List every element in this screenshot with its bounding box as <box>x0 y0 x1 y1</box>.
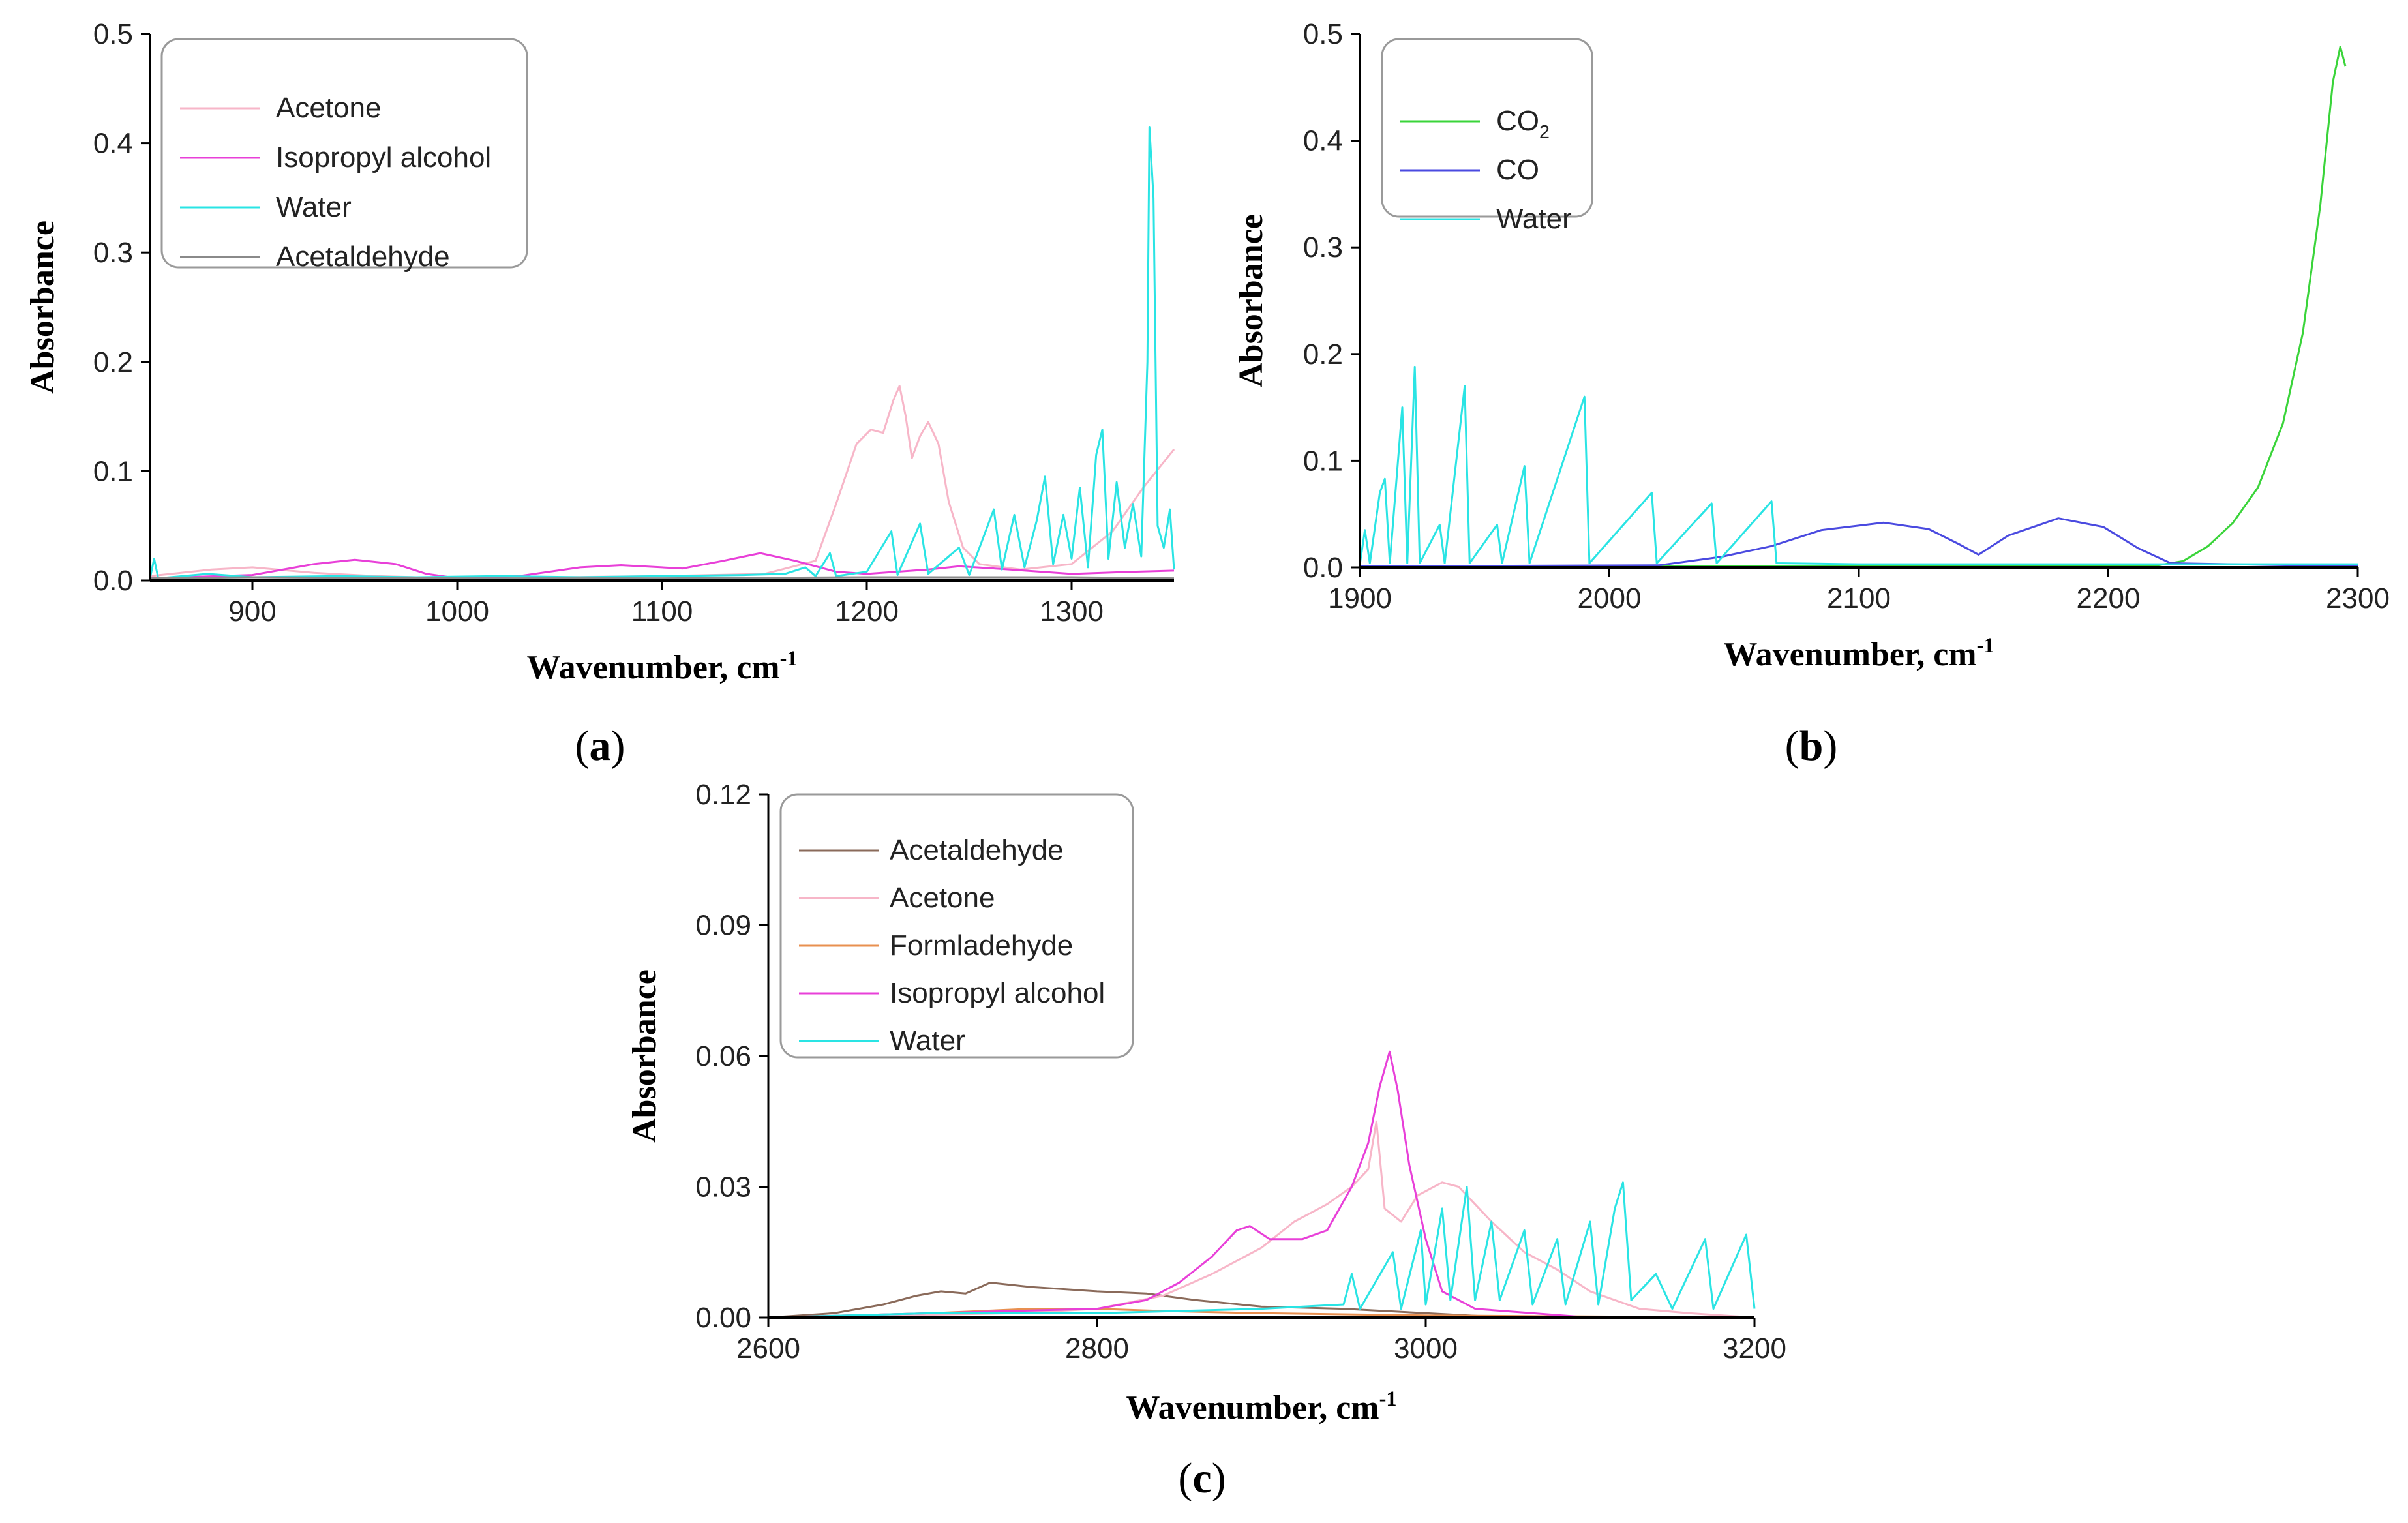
y-tick-label-c-2: 0.06 <box>695 1040 751 1072</box>
series-line-c-0 <box>768 1282 1754 1319</box>
chart-panel-b: 1900 2000 2100 2200 2300 0.0 0.1 0.2 0.3 0.4 0.5 Wa… <box>1233 18 2390 770</box>
legend-box-a <box>160 38 528 269</box>
x-tick-label-a-4: 1300 <box>1040 596 1104 627</box>
x-tick-label-c-0: 2600 <box>736 1333 800 1365</box>
legend-label-b-1: CO <box>1496 154 1539 186</box>
y-tick-label-c-3: 0.09 <box>695 910 751 942</box>
y-tick-label-b-5: 0.5 <box>1303 18 1343 50</box>
y-tick-label-b-3: 0.3 <box>1303 232 1343 264</box>
y-tick-label-a-2: 0.2 <box>93 346 133 378</box>
y-tick-label-a-1: 0.1 <box>93 455 133 487</box>
legend-label-c-0: Acetaldehyde <box>890 834 1064 866</box>
legend-box-c <box>779 793 1134 1059</box>
legend-label-c-4: Water <box>890 1025 965 1057</box>
x-tick-label-c-2: 3000 <box>1394 1333 1458 1365</box>
series-line-a-1 <box>149 552 1175 580</box>
x-tick-label-b-2: 2100 <box>1827 582 1891 614</box>
y-tick-label-a-4: 0.4 <box>93 128 133 160</box>
series-line-c-3 <box>768 1050 1754 1319</box>
panel-label-b: (b) <box>1785 722 1838 770</box>
legend-label-a-0: Acetone <box>276 92 381 124</box>
panel-label-c: (c) <box>1178 1455 1226 1502</box>
x-tick-label-c-3: 3200 <box>1723 1333 1786 1365</box>
x-tick-label-a-1: 1000 <box>425 596 489 627</box>
series-line-c-4 <box>768 1181 1756 1319</box>
y-tick-label-c-0: 0.00 <box>695 1302 751 1334</box>
y-tick-label-a-5: 0.5 <box>93 18 133 50</box>
legend-label-a-1: Isopropyl alcohol <box>276 142 491 173</box>
x-tick-label-b-4: 2300 <box>2326 582 2390 614</box>
y-tick-label-a-0: 0.0 <box>93 565 133 597</box>
y-tick-label-c-1: 0.03 <box>695 1171 751 1203</box>
series-line-c-1 <box>768 1120 1755 1319</box>
x-tick-label-a-2: 1100 <box>631 596 693 627</box>
y-tick-label-c-4: 0.12 <box>695 779 751 811</box>
y-tick-label-b-0: 0.0 <box>1303 552 1343 584</box>
chart-panel-a: 900 1000 1100 1200 1300 0.0 0.1 0.2 0.3 0.4 0.5 Wav… <box>24 18 1175 770</box>
legend-label-b-2: Water <box>1496 203 1572 235</box>
x-axis-title-b: Wavenumber, cm-1 <box>1724 633 1994 673</box>
legend-label-a-3: Acetaldehyde <box>276 241 450 273</box>
y-tick-label-b-2: 0.2 <box>1303 339 1343 370</box>
y-axis-title-b: Absorbance <box>1233 214 1270 387</box>
x-tick-label-c-1: 2800 <box>1065 1333 1129 1365</box>
x-axis-title-c: Wavenumber, cm-1 <box>1126 1387 1397 1426</box>
x-tick-label-a-0: 900 <box>228 596 276 627</box>
series-line-a-2 <box>149 126 1175 580</box>
x-tick-label-b-1: 2000 <box>1578 582 1642 614</box>
panel-label-a: (a) <box>575 722 625 770</box>
y-tick-label-a-3: 0.3 <box>93 237 133 269</box>
series-line-b-0 <box>1360 46 2347 567</box>
series-line-b-1 <box>1359 517 2358 567</box>
legend-label-c-3: Isopropyl alcohol <box>890 977 1105 1009</box>
y-axis-title-a: Absorbance <box>24 220 61 394</box>
legend-box-b <box>1381 38 1593 218</box>
legend-c: Acetaldehyde Acetone Formladehyde Isopropyl… <box>779 793 1134 1059</box>
legend-b: CO2 CO Water <box>1381 38 1593 235</box>
y-tick-label-b-1: 0.1 <box>1303 445 1343 477</box>
x-axis-title-a: Wavenumber, cm-1 <box>527 646 798 686</box>
chart-panel-c: 2600 2800 3000 3200 0.00 0.03 0.06 0.09 0.12 Wave… <box>626 779 1786 1502</box>
legend-label-a-2: Water <box>276 191 352 223</box>
legend-label-c-1: Acetone <box>890 882 995 914</box>
legend-label-b-0: CO2 <box>1496 105 1550 143</box>
x-tick-label-b-3: 2200 <box>2077 582 2141 614</box>
series-line-b-2 <box>1359 365 2358 565</box>
legend-a: Acetone Isopropyl alcohol Water Acetaldehyd… <box>160 38 528 273</box>
series-line-a-3 <box>149 576 1175 580</box>
x-tick-label-a-3: 1200 <box>835 596 899 627</box>
legend-label-c-2: Formladehyde <box>890 929 1073 961</box>
y-axis-title-c: Absorbance <box>626 969 663 1143</box>
x-tick-label-b-0: 1900 <box>1328 582 1392 614</box>
y-tick-label-b-4: 0.4 <box>1303 125 1343 157</box>
